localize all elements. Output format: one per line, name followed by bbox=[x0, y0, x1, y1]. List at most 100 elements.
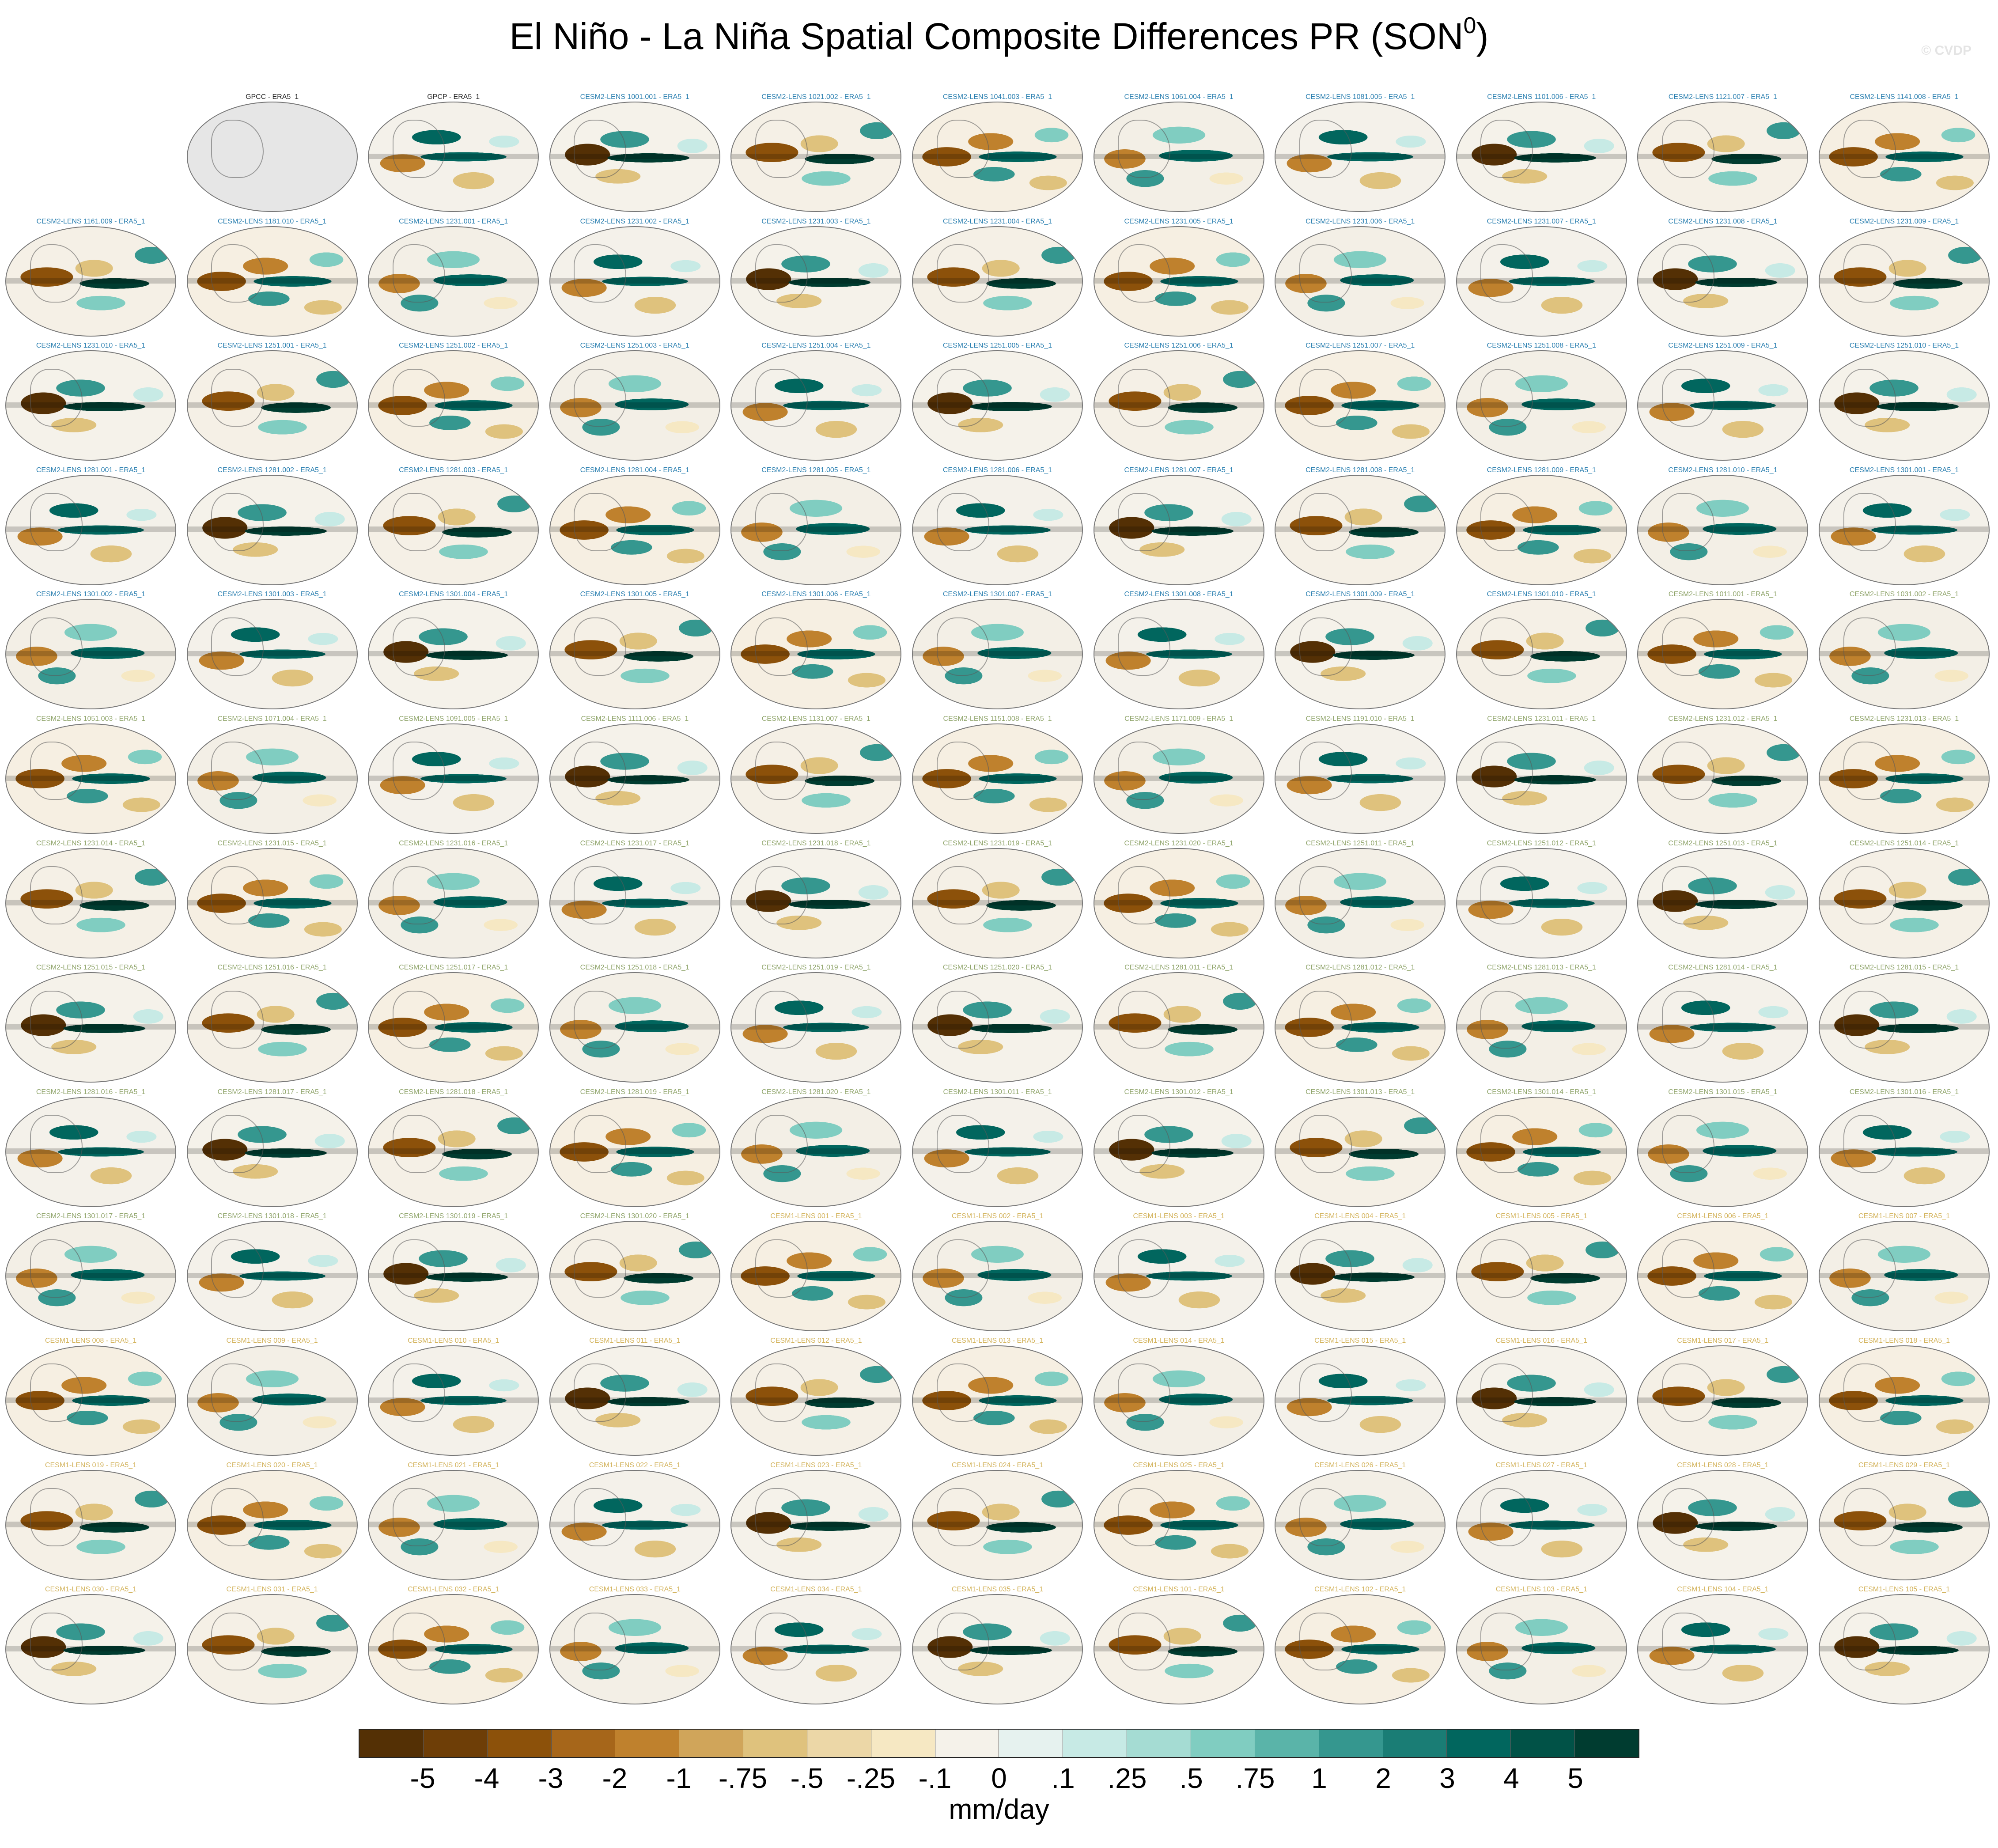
colorbar-swatch bbox=[1318, 1730, 1383, 1757]
precip-map bbox=[368, 226, 539, 337]
panel-title: CESM2-LENS 1281.005 - ERA5_1 bbox=[761, 466, 871, 474]
precip-map bbox=[730, 1594, 902, 1705]
precip-map bbox=[1456, 1469, 1627, 1580]
precip-map bbox=[5, 848, 176, 958]
map-panel: CESM2-LENS 1301.015 - ERA5_1 bbox=[1635, 1088, 1810, 1207]
precip-map bbox=[912, 972, 1083, 1083]
map-panel: CESM2-LENS 1151.008 - ERA5_1 bbox=[910, 715, 1085, 834]
precip-map bbox=[1637, 848, 1809, 958]
map-panel: CESM1-LENS 034 - ERA5_1 bbox=[729, 1585, 903, 1705]
panel-title: CESM2-LENS 1251.004 - ERA5_1 bbox=[761, 342, 871, 350]
map-panel: CESM1-LENS 001 - ERA5_1 bbox=[729, 1212, 903, 1332]
precip-map bbox=[1275, 599, 1446, 710]
precip-map bbox=[368, 350, 539, 461]
panel-title: CESM2-LENS 1071.004 - ERA5_1 bbox=[217, 715, 327, 723]
map-panel: CESM2-LENS 1251.014 - ERA5_1 bbox=[1817, 839, 1991, 958]
panel-title: CESM1-LENS 003 - ERA5_1 bbox=[1133, 1212, 1225, 1220]
panel-title: CESM1-LENS 018 - ERA5_1 bbox=[1858, 1337, 1950, 1344]
precip-map bbox=[730, 350, 902, 461]
precip-map bbox=[730, 1096, 902, 1207]
panel-title: CESM1-LENS 004 - ERA5_1 bbox=[1314, 1212, 1406, 1220]
map-panel: CESM2-LENS 1231.018 - ERA5_1 bbox=[729, 839, 903, 958]
panel-title: CESM2-LENS 1251.008 - ERA5_1 bbox=[1487, 342, 1596, 350]
panel-title: CESM2-LENS 1251.007 - ERA5_1 bbox=[1306, 342, 1415, 350]
map-panel: CESM2-LENS 1301.013 - ERA5_1 bbox=[1273, 1088, 1447, 1207]
colorbar bbox=[359, 1729, 1639, 1758]
panel-title: CESM2-LENS 1281.009 - ERA5_1 bbox=[1487, 466, 1596, 474]
map-panel: CESM2-LENS 1301.001 - ERA5_1 bbox=[1817, 466, 1991, 585]
map-panel: CESM2-LENS 1281.006 - ERA5_1 bbox=[910, 466, 1085, 585]
panel-title: CESM2-LENS 1231.002 - ERA5_1 bbox=[580, 217, 689, 225]
map-panel: CESM2-LENS 1051.003 - ERA5_1 bbox=[4, 715, 178, 834]
colorbar-swatch bbox=[999, 1730, 1063, 1757]
precip-map bbox=[549, 848, 720, 958]
panel-title: CESM1-LENS 035 - ERA5_1 bbox=[951, 1586, 1044, 1594]
map-panel: CESM1-LENS 004 - ERA5_1 bbox=[1273, 1212, 1447, 1332]
precip-map bbox=[1637, 474, 1809, 585]
colorbar-swatch bbox=[870, 1730, 935, 1757]
panel-title: CESM1-LENS 033 - ERA5_1 bbox=[589, 1586, 681, 1594]
panel-title: CESM2-LENS 1281.013 - ERA5_1 bbox=[1487, 964, 1596, 972]
panel-title: CESM1-LENS 002 - ERA5_1 bbox=[951, 1212, 1044, 1220]
panel-title: CESM2-LENS 1011.001 - ERA5_1 bbox=[1668, 591, 1777, 598]
precip-map bbox=[912, 848, 1083, 958]
map-panel: CESM1-LENS 016 - ERA5_1 bbox=[1454, 1337, 1629, 1456]
map-panel: CESM2-LENS 1301.008 - ERA5_1 bbox=[1092, 590, 1266, 710]
map-panel: CESM2-LENS 1281.015 - ERA5_1 bbox=[1817, 963, 1991, 1083]
panel-title: CESM2-LENS 1231.005 - ERA5_1 bbox=[1124, 217, 1234, 225]
map-panel: CESM2-LENS 1231.001 - ERA5_1 bbox=[366, 217, 541, 337]
precip-map bbox=[1093, 1594, 1264, 1705]
panel-title: CESM2-LENS 1301.001 - ERA5_1 bbox=[1849, 466, 1959, 474]
precip-map bbox=[1093, 972, 1264, 1083]
precip-map bbox=[1637, 1469, 1809, 1580]
map-panel: CESM2-LENS 1301.012 - ERA5_1 bbox=[1092, 1088, 1266, 1207]
map-panel: CESM2-LENS 1251.002 - ERA5_1 bbox=[366, 341, 541, 461]
colorbar-tick-label: -1 bbox=[666, 1762, 692, 1794]
precip-map bbox=[912, 723, 1083, 834]
precip-map bbox=[186, 723, 358, 834]
map-panel: CESM2-LENS 1011.001 - ERA5_1 bbox=[1635, 590, 1810, 710]
map-panel: CESM2-LENS 1281.018 - ERA5_1 bbox=[366, 1088, 541, 1207]
precip-map bbox=[912, 350, 1083, 461]
map-panel: CESM2-LENS 1231.009 - ERA5_1 bbox=[1817, 217, 1991, 337]
panel-title: CESM2-LENS 1251.018 - ERA5_1 bbox=[580, 964, 689, 972]
panel-title: CESM2-LENS 1231.012 - ERA5_1 bbox=[1668, 715, 1778, 723]
map-panel: CESM2-LENS 1281.017 - ERA5_1 bbox=[185, 1088, 359, 1207]
map-panel: CESM1-LENS 010 - ERA5_1 bbox=[366, 1337, 541, 1456]
precip-map bbox=[549, 1096, 720, 1207]
precip-map bbox=[1819, 350, 1990, 461]
precip-map bbox=[1637, 599, 1809, 710]
map-panel: CESM2-LENS 1281.008 - ERA5_1 bbox=[1273, 466, 1447, 585]
precip-map bbox=[912, 226, 1083, 337]
precip-map bbox=[549, 1345, 720, 1456]
map-panel: CESM2-LENS 1041.003 - ERA5_1 bbox=[910, 93, 1085, 212]
panel-title: CESM1-LENS 011 - ERA5_1 bbox=[589, 1337, 681, 1344]
colorbar-tick-label: .25 bbox=[1107, 1762, 1147, 1794]
panel-title: CESM1-LENS 010 - ERA5_1 bbox=[408, 1337, 500, 1344]
map-panel: CESM2-LENS 1251.008 - ERA5_1 bbox=[1454, 341, 1629, 461]
panel-title: CESM2-LENS 1301.020 - ERA5_1 bbox=[580, 1212, 689, 1220]
colorbar-swatch bbox=[679, 1730, 743, 1757]
panel-title: CESM2-LENS 1161.009 - ERA5_1 bbox=[36, 217, 145, 225]
precip-map bbox=[1093, 1221, 1264, 1332]
panel-title: CESM1-LENS 017 - ERA5_1 bbox=[1677, 1337, 1769, 1344]
panel-title: CESM2-LENS 1281.017 - ERA5_1 bbox=[217, 1088, 327, 1096]
precip-map bbox=[186, 848, 358, 958]
colorbar-swatch bbox=[359, 1730, 423, 1757]
panel-title: CESM2-LENS 1231.019 - ERA5_1 bbox=[942, 839, 1052, 847]
precip-map bbox=[1275, 972, 1446, 1083]
colorbar-swatch bbox=[1254, 1730, 1319, 1757]
map-panel: CESM2-LENS 1281.009 - ERA5_1 bbox=[1454, 466, 1629, 585]
precip-map bbox=[1819, 848, 1990, 958]
map-panel: CESM2-LENS 1251.005 - ERA5_1 bbox=[910, 341, 1085, 461]
precip-map bbox=[1093, 350, 1264, 461]
precip-map bbox=[1819, 1345, 1990, 1456]
colorbar-tick-label: -.1 bbox=[918, 1762, 952, 1794]
precip-map bbox=[186, 1469, 358, 1580]
panel-title: CESM2-LENS 1251.010 - ERA5_1 bbox=[1849, 342, 1959, 350]
precip-map bbox=[912, 474, 1083, 585]
figure-title: El Niño - La Niña Spatial Composite Diff… bbox=[0, 14, 1998, 57]
panel-title: CESM2-LENS 1301.018 - ERA5_1 bbox=[217, 1212, 327, 1220]
precip-map bbox=[368, 723, 539, 834]
map-panel: CESM1-LENS 029 - ERA5_1 bbox=[1817, 1461, 1991, 1580]
